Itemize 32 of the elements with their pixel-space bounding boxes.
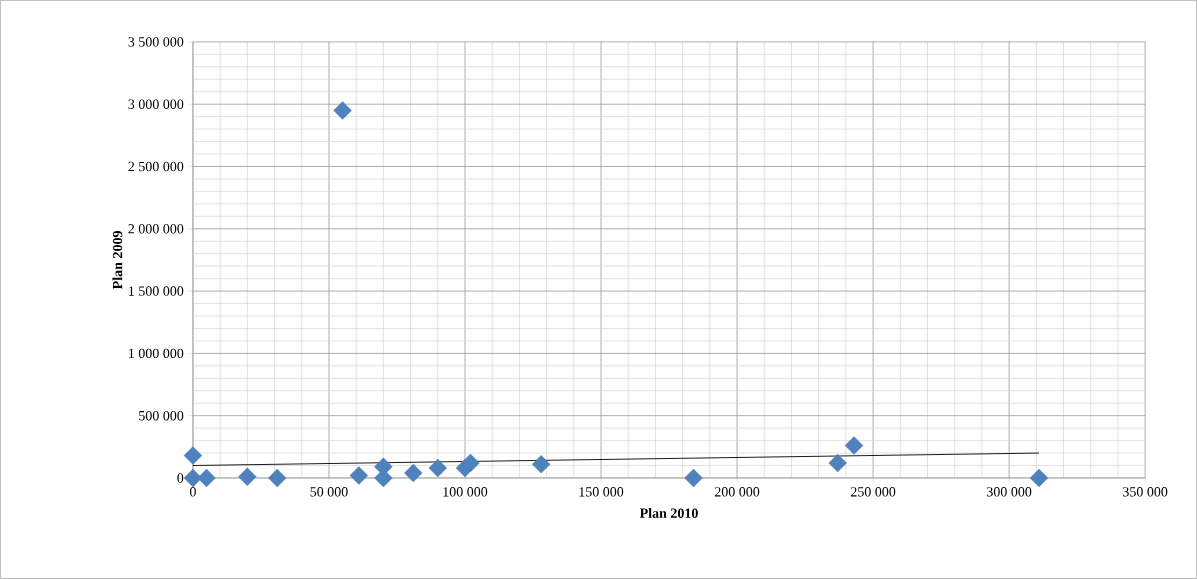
y-axis-title: Plan 2009	[112, 231, 123, 290]
point	[531, 455, 551, 474]
x-tick-label: 150 000	[579, 487, 624, 497]
point	[461, 453, 480, 473]
x-tick-label: 200 000	[714, 487, 760, 497]
y-tick-label: 2 000 000	[128, 224, 184, 234]
y-tick-label: 3 500 000	[128, 37, 184, 47]
point	[1029, 468, 1049, 488]
y-tick-label: 500 000	[139, 411, 184, 421]
point	[183, 446, 203, 465]
x-tick-label: 50 000	[310, 487, 348, 497]
x-tick-label: 0	[189, 487, 196, 497]
y-tick-label: 2 500 000	[128, 161, 184, 172]
y-tick-label: 1 500 000	[129, 286, 184, 296]
point	[268, 468, 287, 488]
y-tick-label: 0	[177, 473, 184, 483]
point	[333, 101, 352, 120]
x-tick-label: 100 000	[443, 487, 488, 497]
x-tick-label: 350 000	[1123, 487, 1168, 497]
point	[404, 463, 423, 483]
point	[238, 467, 257, 486]
y-tick-label: 3 000 000	[128, 99, 184, 109]
point	[684, 468, 703, 488]
x-tick-label: 250 000	[850, 487, 896, 497]
point	[197, 468, 216, 488]
x-axis-title: Plan 2010	[639, 508, 698, 518]
point	[844, 436, 864, 455]
x-tick-label: 300 000	[987, 487, 1032, 497]
point	[828, 453, 847, 473]
y-tick-label: 1 000 000	[129, 348, 184, 359]
point	[428, 458, 447, 478]
point	[349, 466, 369, 485]
